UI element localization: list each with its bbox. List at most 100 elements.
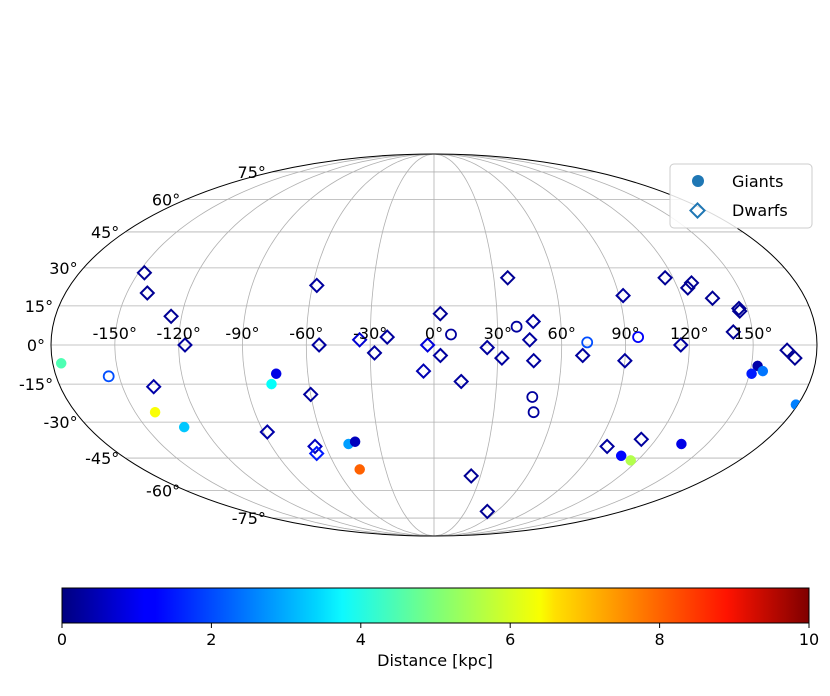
longitude-tick-label: 90°: [611, 324, 639, 343]
dwarf-point: [177, 337, 193, 353]
colorbar-ticks: 0 2 4 6 8 10: [57, 623, 819, 649]
longitude-tick-label: 60°: [548, 324, 576, 343]
latitude-tick-label: 75°: [238, 163, 266, 182]
giant-point: [526, 391, 539, 403]
dwarf-point: [432, 305, 449, 322]
colorbar-tick-label: 10: [799, 630, 819, 649]
dwarf-point: [415, 363, 432, 380]
colorbar: 0 2 4 6 8 10 Distance [kpc]: [57, 587, 819, 670]
dwarf-point: [683, 274, 700, 291]
latitude-tick-label: -15°: [19, 375, 53, 394]
latitude-tick-label: 60°: [152, 190, 180, 209]
dwarf-point: [351, 331, 368, 348]
longitude-tick-label: 30°: [484, 324, 512, 343]
latitude-tick-label: 15°: [25, 297, 53, 316]
dwarf-point: [525, 352, 542, 369]
longitude-tick-label: -90°: [225, 324, 259, 343]
giant-point: [354, 464, 365, 475]
dwarf-point: [525, 313, 542, 330]
colorbar-tick-label: 2: [206, 630, 216, 649]
colorbar-gradient: [61, 587, 810, 624]
legend-dwarfs-marker: [689, 202, 706, 219]
dwarf-point: [419, 337, 436, 353]
giant-point: [178, 421, 190, 433]
dwarf-point: [145, 378, 162, 395]
longitude-tick-label: -60°: [289, 324, 323, 343]
data-points: [55, 264, 803, 520]
giant-point: [746, 368, 757, 379]
giant-point: [102, 370, 115, 383]
dwarf-point: [307, 438, 323, 455]
latitude-tick-label: -45°: [85, 449, 119, 468]
legend: Giants Dwarfs: [669, 163, 813, 229]
dwarf-point: [615, 287, 632, 304]
giant-point: [349, 436, 361, 447]
dwarf-point: [633, 431, 650, 448]
giant-point: [581, 336, 594, 349]
dwarf-point: [379, 329, 396, 346]
colorbar-tick-label: 6: [505, 630, 515, 649]
longitude-tick-label: 150°: [734, 324, 773, 343]
giant-point: [270, 368, 282, 379]
dwarf-point: [574, 347, 591, 364]
dwarf-point: [259, 424, 276, 440]
dwarf-point: [136, 264, 153, 281]
dwarf-point: [311, 337, 328, 353]
longitude-tick-label: -150°: [93, 324, 137, 343]
giant-point: [527, 406, 540, 419]
dwarf-point: [493, 350, 510, 367]
dwarf-point: [499, 269, 516, 286]
colorbar-tick-label: 4: [356, 630, 366, 649]
colorbar-tick-label: 0: [57, 630, 67, 649]
giant-point: [676, 438, 687, 450]
longitude-tick-label: -30°: [353, 324, 387, 343]
dwarf-point: [730, 300, 747, 317]
giant-point: [625, 455, 636, 466]
dwarf-point: [479, 339, 496, 356]
dwarf-point: [725, 323, 742, 340]
giant-point: [55, 358, 67, 369]
dwarf-point: [599, 438, 616, 455]
legend-dwarfs-label: Dwarfs: [732, 201, 788, 220]
dwarf-point: [657, 269, 674, 286]
dwarf-point: [679, 279, 696, 296]
latitude-tick-label: 0°: [27, 336, 45, 355]
colorbar-label: Distance [kpc]: [377, 651, 493, 670]
longitude-tick-labels: -150° -120° -90° -60° -30° 0° 30° 60° 90° 120° 150…: [93, 324, 773, 343]
dwarf-point: [453, 373, 470, 390]
dwarf-point: [139, 285, 156, 301]
legend-box: [669, 163, 813, 229]
dwarf-point: [672, 337, 689, 353]
dwarf-point: [616, 352, 633, 369]
latitude-tick-labels: 75° 60° 45° 30° 15° 0° -15° -30° -45° -60° -75°: [19, 163, 266, 528]
giant-point: [149, 406, 161, 418]
giant-point: [757, 365, 769, 377]
colorbar-tick-label: 8: [655, 630, 665, 649]
dwarf-point: [366, 344, 383, 361]
dwarf-point: [731, 303, 748, 320]
giant-point: [632, 331, 644, 344]
dwarf-point: [479, 503, 496, 520]
legend-giants-label: Giants: [732, 172, 783, 191]
dwarf-point: [302, 386, 319, 403]
latitude-tick-label: 45°: [91, 223, 119, 242]
giant-point: [615, 450, 627, 462]
longitude-tick-label: 120°: [670, 324, 709, 343]
latitude-tick-label: -30°: [43, 413, 77, 432]
longitude-tick-label: -120°: [157, 324, 201, 343]
giant-point: [510, 320, 523, 333]
dwarf-point: [463, 467, 480, 484]
dwarf-point: [704, 290, 721, 307]
longitude-tick-label: 0°: [425, 324, 443, 343]
dwarf-point: [786, 350, 803, 367]
dwarf-point: [308, 445, 325, 462]
dwarf-point: [308, 277, 325, 294]
map-frame: [50, 153, 818, 537]
giant-point: [445, 328, 457, 341]
dwarf-point: [163, 308, 180, 325]
legend-giants-marker: [692, 175, 704, 187]
latitude-tick-label: 30°: [49, 259, 77, 278]
latitude-tick-label: -75°: [232, 509, 266, 528]
latitude-tick-label: -60°: [146, 482, 180, 501]
